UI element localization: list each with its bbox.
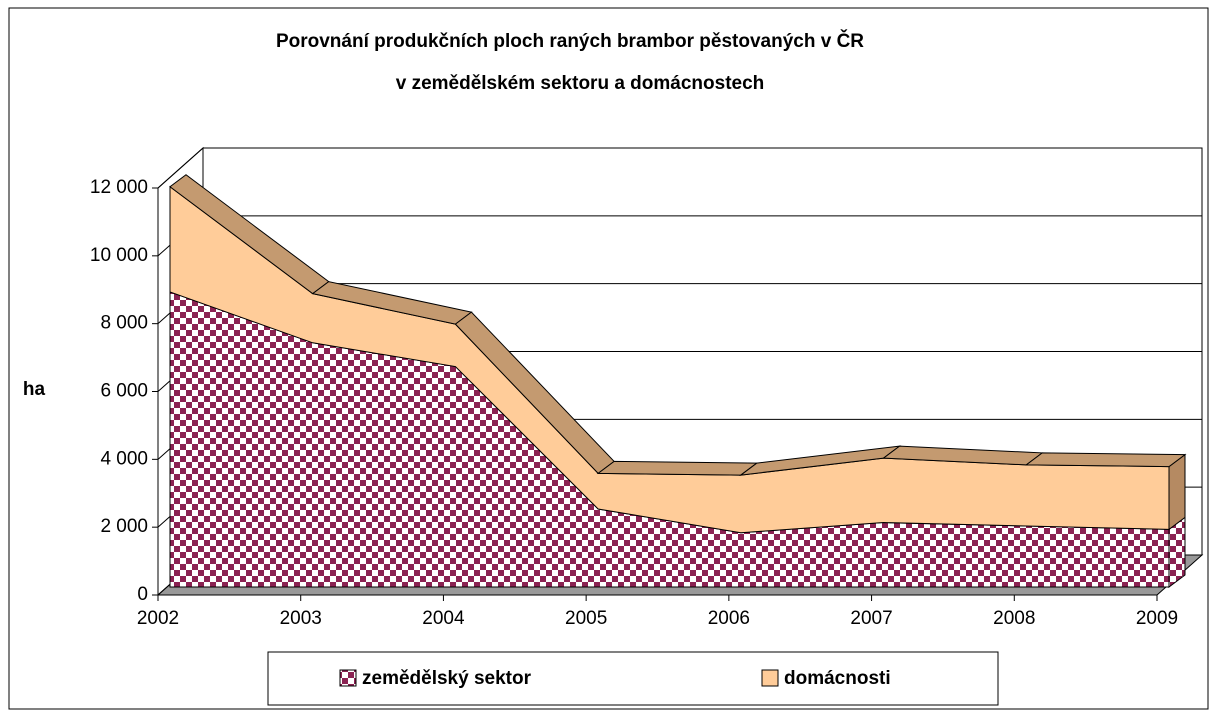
x-tick-label: 2002 <box>137 608 179 629</box>
area-top <box>1024 452 1187 468</box>
legend-swatch <box>339 669 357 687</box>
plot: 0 2 000 4 000 6 000 8 000 10 000 12 000 2002 200… <box>90 146 1204 629</box>
y-tick-label: 12 000 <box>90 177 148 198</box>
legend <box>267 651 999 706</box>
y-tick-label: 10 000 <box>90 245 148 266</box>
legend-label: domácnosti <box>784 668 891 689</box>
area-top <box>596 460 759 476</box>
legend-swatch <box>761 669 779 687</box>
x-tick-label: 2006 <box>708 608 750 629</box>
x-tick-label: 2007 <box>850 608 892 629</box>
x-tick-label: 2003 <box>280 608 322 629</box>
y-tick-label: 8 000 <box>100 313 148 334</box>
y-tick-label: 6 000 <box>100 381 148 402</box>
y-tick-label: 4 000 <box>100 448 148 469</box>
y-axis-label: ha <box>23 379 46 400</box>
x-tick-label: 2009 <box>1136 608 1178 629</box>
chart-title: Porovnání produkčních ploch raných bramb… <box>276 30 864 52</box>
x-tick-label: 2008 <box>993 608 1035 629</box>
legend-label: zemědělský sektor <box>362 668 532 689</box>
area-end <box>1168 453 1186 531</box>
grid-line <box>157 147 1202 189</box>
chart-title: v zemědělském sektoru a domácnostech <box>396 73 765 94</box>
y-tick-label: 2 000 <box>100 516 148 537</box>
x-tick-label: 2004 <box>422 608 465 629</box>
x-tick-label: 2005 <box>565 608 607 629</box>
y-tick-label: 0 <box>137 584 148 605</box>
